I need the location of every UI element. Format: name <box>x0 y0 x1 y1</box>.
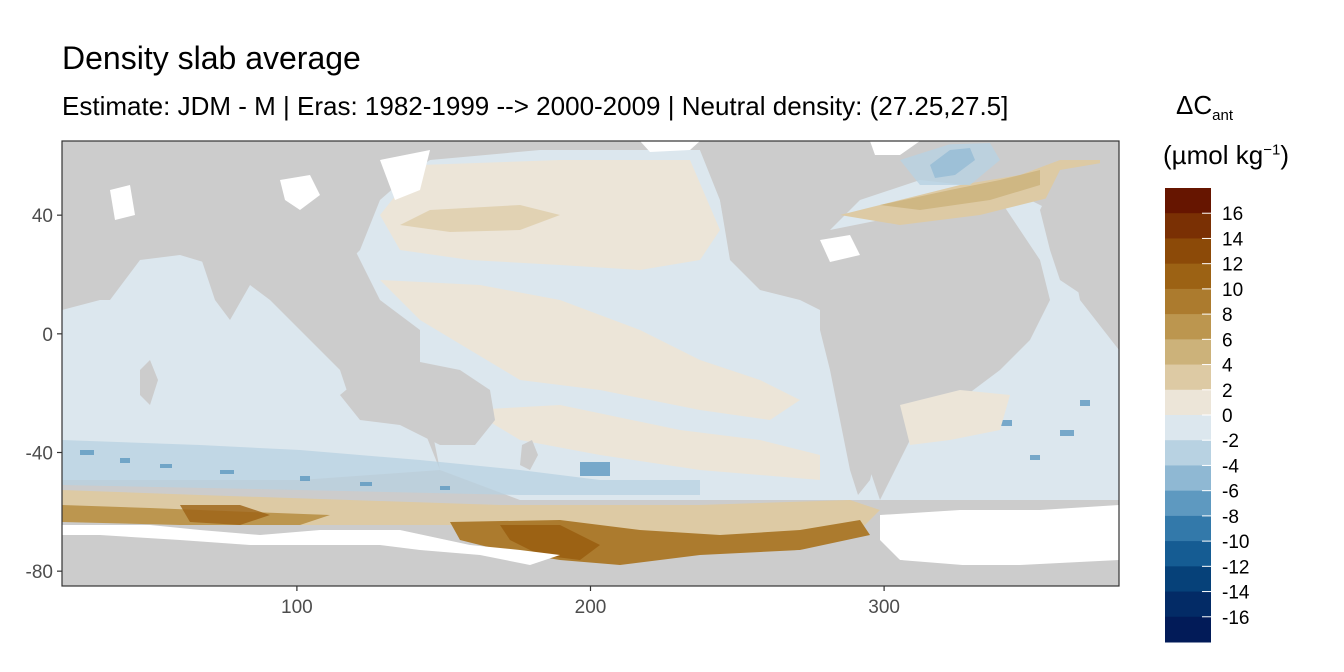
map-subtitle: Estimate: JDM - M | Eras: 1982-1999 --> … <box>62 91 1009 121</box>
colorbar-swatch <box>1165 415 1211 441</box>
colorbar-swatch <box>1165 263 1211 290</box>
colorbar-swatch <box>1165 364 1211 391</box>
new-zealand-land <box>520 440 538 470</box>
colorbar-swatch <box>1165 389 1211 416</box>
madagascar-land <box>140 360 158 405</box>
y-tick-label: -40 <box>26 444 53 465</box>
colorbar-swatch <box>1165 213 1211 239</box>
legend-unit: (µmol kg−1) <box>1163 140 1289 170</box>
map-panel <box>62 141 1119 586</box>
colorbar-label: -16 <box>1222 608 1249 629</box>
antarctica-no-data <box>62 525 560 565</box>
red-sea-no-data <box>110 185 135 220</box>
colorbar-swatch <box>1165 288 1211 315</box>
north-america-land <box>700 141 960 295</box>
eurasia-land <box>140 141 430 270</box>
x-tick-label: 100 <box>281 597 313 618</box>
south-america-land <box>820 290 950 495</box>
indian-ocean <box>62 255 440 480</box>
colorbar-label: 0 <box>1222 406 1233 427</box>
colorbar-label: 12 <box>1222 255 1243 276</box>
southern-ocean-warm-band <box>62 490 880 545</box>
y-tick-label: -80 <box>26 562 53 583</box>
greenland-land <box>990 141 1060 160</box>
colorbar-label: 16 <box>1222 204 1243 225</box>
y-axis: 40 0 -40 -80 <box>26 206 62 583</box>
colorbar-label: 6 <box>1222 330 1233 351</box>
colorbar-label: 4 <box>1222 356 1233 377</box>
colorbar-label: -14 <box>1222 583 1250 604</box>
subantarctic-negative <box>62 440 700 495</box>
hudson-no-data <box>870 141 920 155</box>
colorbar-label: 2 <box>1222 381 1233 402</box>
weddell-no-data <box>880 505 1119 565</box>
colorbar-swatch <box>1165 541 1211 567</box>
x-tick-label: 300 <box>868 597 900 618</box>
india-land <box>200 255 250 320</box>
equatorial-pacific-warm <box>380 280 800 420</box>
colorbar-swatch <box>1165 616 1211 643</box>
indian-sector-deep-warm <box>180 505 270 525</box>
x-tick-label: 200 <box>575 597 607 618</box>
north-sea-no-data <box>280 175 320 210</box>
legend-title: ΔCant <box>1176 90 1234 125</box>
north-pacific-warmer <box>400 205 560 232</box>
australia-land <box>340 360 495 445</box>
okhotsk-no-data <box>380 150 430 200</box>
colorbar-swatch <box>1165 339 1211 366</box>
colorbar-swatch <box>1165 188 1211 214</box>
colorbar-label: -6 <box>1222 482 1239 503</box>
colorbar-label: 8 <box>1222 305 1233 326</box>
south-pacific-warm <box>470 405 820 480</box>
colorbar-swatch <box>1165 314 1211 340</box>
north-atlantic-warmer <box>880 170 1040 210</box>
colorbar-label: -10 <box>1222 532 1249 553</box>
y-tick-label: 0 <box>42 325 53 346</box>
colorbar-swatch <box>1165 440 1211 466</box>
colorbar-label: -2 <box>1222 431 1239 452</box>
subantarctic-speckles <box>80 400 1090 490</box>
maritime-continent-land <box>300 290 420 360</box>
europe-land <box>1040 160 1119 300</box>
colorbar: 16 14 12 10 8 6 4 2 0 -2 -4 -6 -8 -10 -12 -14 -16 <box>1165 188 1250 643</box>
colorbar-label: 14 <box>1222 229 1244 250</box>
colorbar-swatch <box>1165 591 1211 618</box>
colorbar-label: 10 <box>1222 280 1243 301</box>
map-title: Density slab average <box>62 40 361 76</box>
colorbar-swatch <box>1165 490 1211 517</box>
bering-no-data <box>640 141 700 152</box>
colorbar-label: -8 <box>1222 507 1239 528</box>
colorbar-swatch <box>1165 238 1211 265</box>
colorbar-swatch <box>1165 515 1211 542</box>
colorbar-label: -4 <box>1222 456 1239 477</box>
gulf-of-mexico-no-data <box>820 235 860 262</box>
south-atlantic-warm <box>900 390 1010 445</box>
colorbar-swatch <box>1165 465 1211 492</box>
y-tick-label: 40 <box>32 206 53 227</box>
africa-land <box>62 141 140 310</box>
atlantic-ocean <box>830 180 1119 500</box>
labrador-sea-halo <box>900 143 1000 185</box>
antarctica-land <box>62 540 1119 586</box>
ross-sea-deep-warm <box>500 525 600 560</box>
colorbar-swatch <box>1165 566 1211 593</box>
colorbar-label: -12 <box>1222 557 1249 578</box>
x-axis: 100 200 300 <box>281 586 900 618</box>
